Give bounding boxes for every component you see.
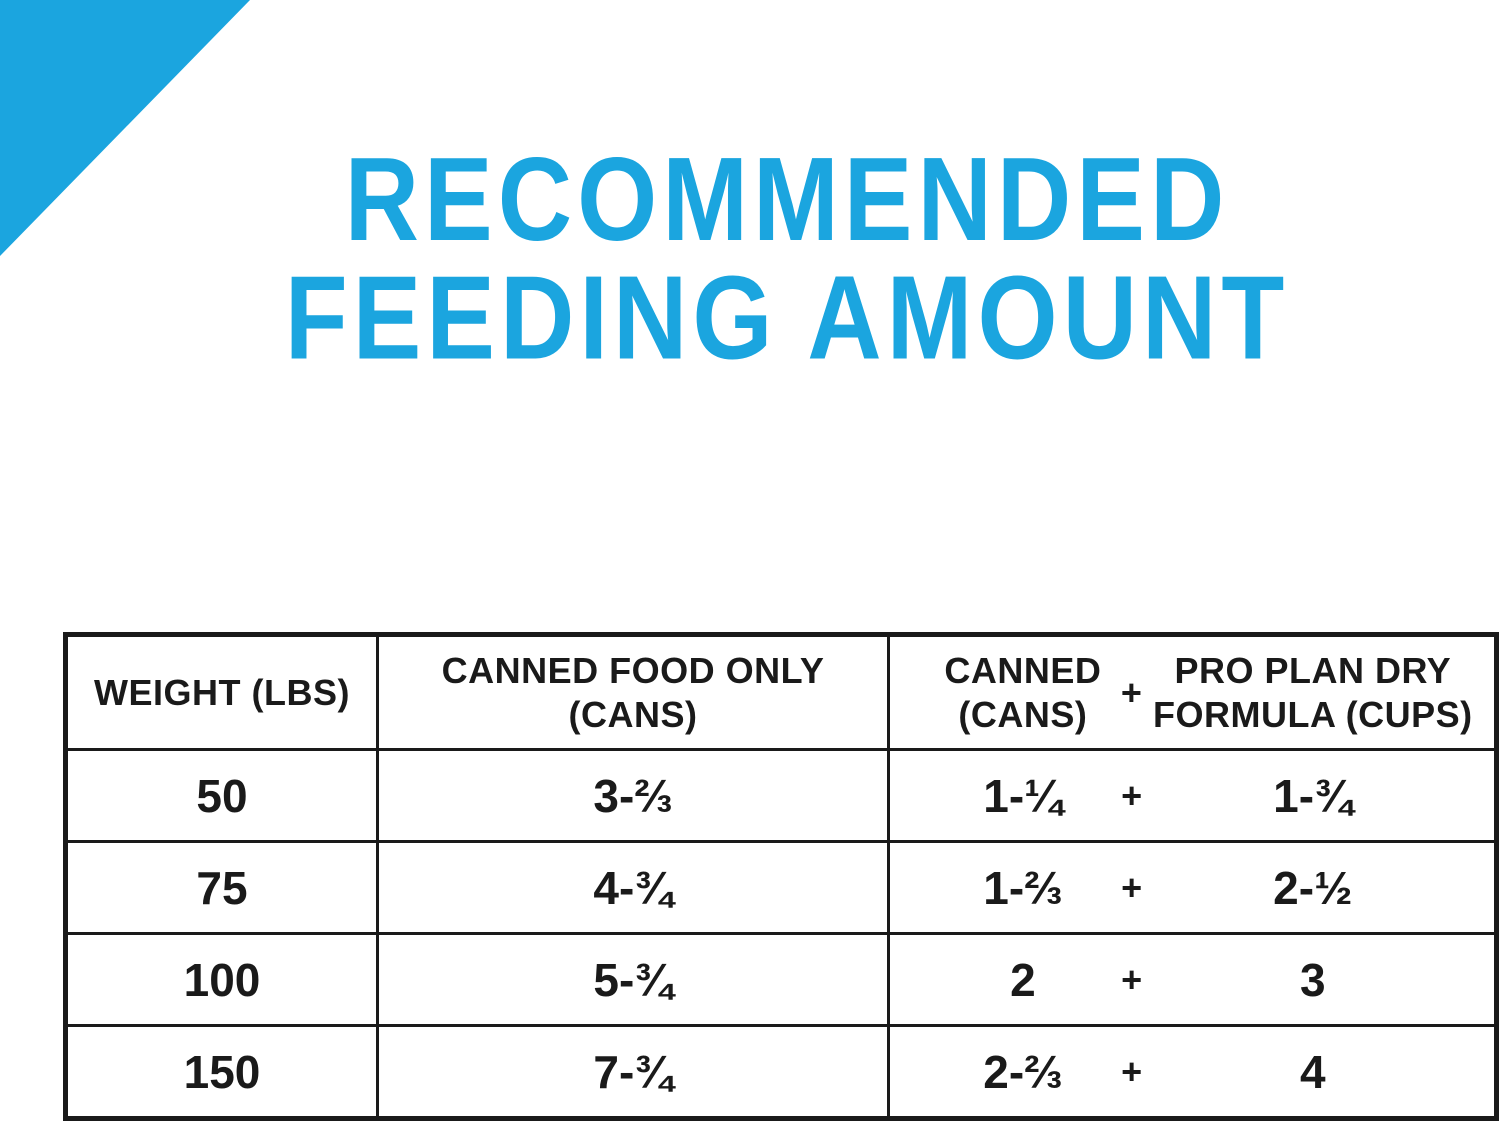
- combo-canned-value: 1-¼: [983, 769, 1063, 822]
- weight-value: 50: [64, 748, 379, 843]
- table-row: 50 3-⅔ 1-¼ + 1-¾: [64, 748, 1498, 843]
- plus-sign: +: [1121, 1050, 1143, 1092]
- header-weight: WEIGHT (LBS): [64, 633, 379, 751]
- title-line-2: FEEDING AMOUNT: [284, 251, 1290, 384]
- header-canned-line1: CANNED: [944, 649, 1102, 691]
- combo-dry-value: 3: [1300, 953, 1326, 1006]
- combo-value-cell: 1-¼ + 1-¾: [887, 748, 1498, 843]
- page-title: RECOMMENDED FEEDING AMOUNT: [37, 140, 1500, 377]
- canned-only-value: 3-⅔: [376, 748, 890, 843]
- combo-dry-value: 4: [1300, 1045, 1326, 1098]
- combo-value-cell: 2 + 3: [887, 932, 1498, 1027]
- combo-value-cell: 1-⅔ + 2-½: [887, 840, 1498, 935]
- weight-value: 75: [64, 840, 379, 935]
- header-canned-only: CANNED FOOD ONLY (CANS): [376, 633, 890, 751]
- header-canned-only-line1: CANNED FOOD ONLY: [441, 649, 825, 691]
- canned-only-value: 4-¾: [376, 840, 890, 935]
- feeding-amount-table: WEIGHT (LBS) CANNED FOOD ONLY (CANS) CAN…: [63, 632, 1499, 1121]
- plus-sign: +: [1121, 866, 1143, 908]
- title-line-1: RECOMMENDED: [344, 133, 1230, 266]
- combo-canned-value: 1-⅔: [983, 861, 1063, 914]
- header-canned-cans: CANNED (CANS): [890, 649, 1156, 737]
- canned-only-value: 5-¾: [376, 932, 890, 1027]
- header-canned-line2: (CANS): [958, 693, 1088, 735]
- table-row: 100 5-¾ 2 + 3: [64, 932, 1498, 1027]
- header-dry-formula: PRO PLAN DRY FORMULA (CUPS): [1144, 649, 1482, 737]
- table-row: 75 4-¾ 1-⅔ + 2-½: [64, 840, 1498, 935]
- header-weight-label: WEIGHT (LBS): [94, 671, 350, 713]
- header-dry-line2: FORMULA (CUPS): [1152, 693, 1473, 735]
- canned-only-value: 7-¾: [376, 1024, 890, 1120]
- header-canned-only-line2: (CANS): [568, 693, 698, 735]
- combo-value-cell: 2-⅔ + 4: [887, 1024, 1498, 1120]
- combo-dry-value: 2-½: [1273, 861, 1353, 914]
- header-plus-sign: +: [1120, 671, 1143, 713]
- table-header-row: WEIGHT (LBS) CANNED FOOD ONLY (CANS) CAN…: [64, 633, 1498, 751]
- weight-value: 150: [64, 1024, 379, 1120]
- header-combo: CANNED (CANS) + PRO PLAN DRY FORMULA (CU…: [887, 633, 1498, 751]
- combo-dry-value: 1-¾: [1273, 769, 1353, 822]
- plus-sign: +: [1121, 774, 1143, 816]
- weight-value: 100: [64, 932, 379, 1027]
- combo-canned-value: 2-⅔: [983, 1045, 1063, 1098]
- plus-sign: +: [1121, 958, 1143, 1000]
- header-dry-line1: PRO PLAN DRY: [1174, 649, 1452, 691]
- combo-canned-value: 2: [1010, 953, 1036, 1006]
- table-row: 150 7-¾ 2-⅔ + 4: [64, 1024, 1498, 1120]
